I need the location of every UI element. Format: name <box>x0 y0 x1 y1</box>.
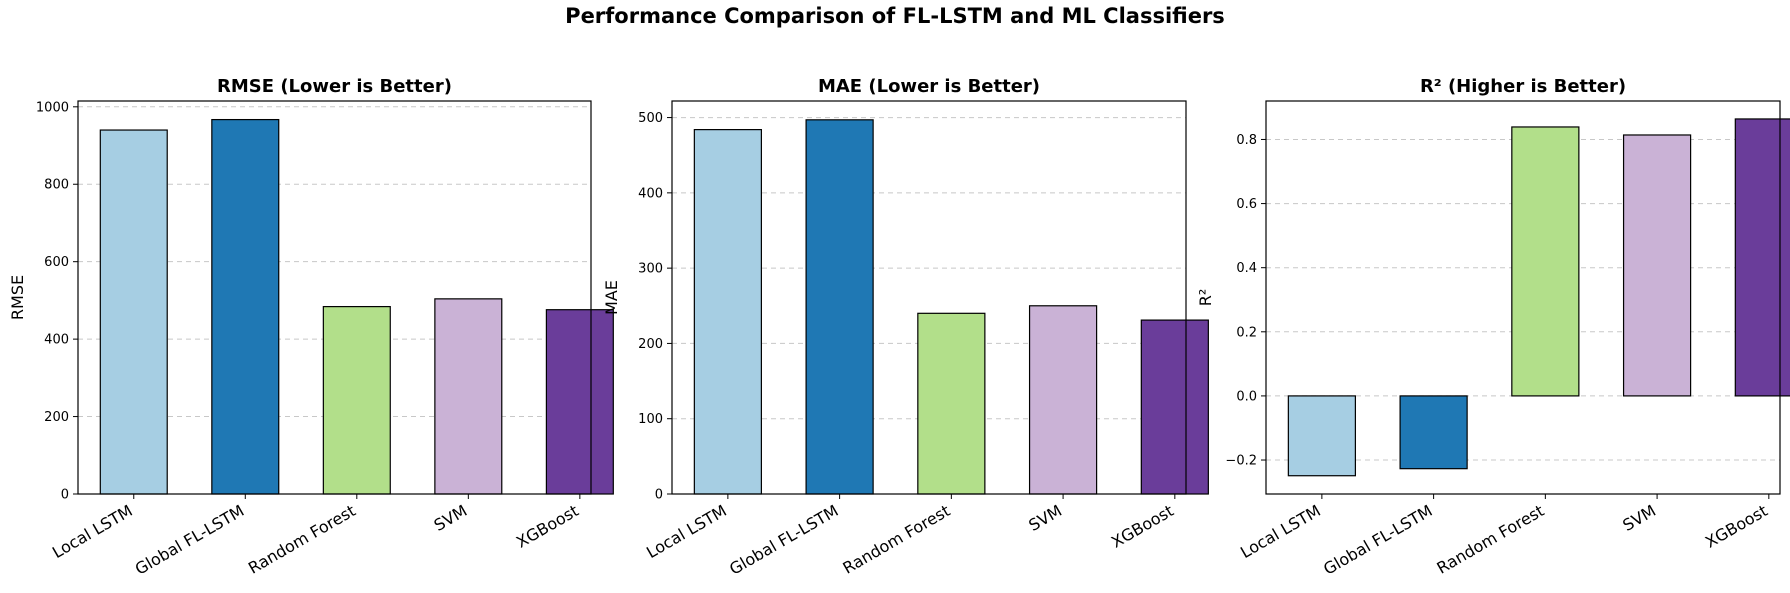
y-tick-label: 500 <box>638 111 663 126</box>
y-tick-label: −0.2 <box>1225 454 1257 469</box>
chart-title: MAE (Lower is Better) <box>818 76 1040 97</box>
x-tick-label: XGBoost <box>513 501 582 552</box>
y-tick-label: 0.4 <box>1236 261 1257 276</box>
axes-frame <box>77 100 592 495</box>
y-tick-label: 0 <box>655 488 663 503</box>
y-tick-label: 600 <box>44 255 69 270</box>
y-tick-label: 0.0 <box>1236 389 1257 404</box>
bar <box>99 129 168 495</box>
bar <box>211 118 280 495</box>
bar <box>545 309 614 495</box>
x-tick-label: Global FL-LSTM <box>726 501 841 579</box>
bar <box>805 119 874 495</box>
bar <box>1734 118 1790 397</box>
x-tick-label: Local LSTM <box>1237 501 1324 562</box>
x-tick-label: Global FL-LSTM <box>1320 501 1435 579</box>
figure-title: Performance Comparison of FL-LSTM and ML… <box>565 4 1225 28</box>
y-axis-label: RMSE <box>8 275 27 320</box>
bar <box>1511 126 1580 397</box>
x-tick-label: SVM <box>1025 501 1065 535</box>
x-tick-label: Global FL-LSTM <box>132 501 247 579</box>
bar <box>434 298 503 495</box>
x-tick-label: Local LSTM <box>49 501 136 562</box>
bar <box>917 312 986 495</box>
y-axis-label: R² <box>1196 289 1215 307</box>
x-tick-label: Local LSTM <box>643 501 730 562</box>
y-tick-label: 1000 <box>36 100 69 115</box>
y-tick-label: 0.8 <box>1236 133 1257 148</box>
chart-title: RMSE (Lower is Better) <box>217 76 452 97</box>
bar <box>1287 395 1356 477</box>
y-tick-label: 400 <box>44 333 69 348</box>
chart-title: R² (Higher is Better) <box>1420 76 1626 97</box>
y-tick-label: 0 <box>61 488 69 503</box>
x-tick-label: Random Forest <box>245 501 359 578</box>
y-tick-label: 300 <box>638 262 663 277</box>
x-tick-label: SVM <box>1619 501 1659 535</box>
axes-frame <box>671 100 1187 495</box>
x-tick-label: Random Forest <box>1434 501 1548 578</box>
y-axis-label: MAE <box>602 280 621 315</box>
bar <box>1140 319 1209 495</box>
y-tick-label: 0.2 <box>1236 325 1257 340</box>
bar <box>693 129 762 495</box>
bar <box>1028 305 1098 495</box>
bar <box>1622 134 1692 397</box>
bar <box>1399 395 1468 470</box>
y-tick-label: 100 <box>638 412 663 427</box>
y-tick-label: 200 <box>638 337 663 352</box>
x-tick-label: SVM <box>431 501 471 535</box>
x-tick-label: XGBoost <box>1702 501 1771 552</box>
x-tick-label: XGBoost <box>1108 501 1177 552</box>
y-tick-label: 800 <box>44 178 69 193</box>
x-tick-label: Random Forest <box>840 501 954 578</box>
y-tick-label: 0.6 <box>1236 197 1257 212</box>
y-tick-label: 400 <box>638 186 663 201</box>
axes-frame <box>1265 100 1781 495</box>
bar <box>322 305 391 495</box>
y-tick-label: 200 <box>44 410 69 425</box>
